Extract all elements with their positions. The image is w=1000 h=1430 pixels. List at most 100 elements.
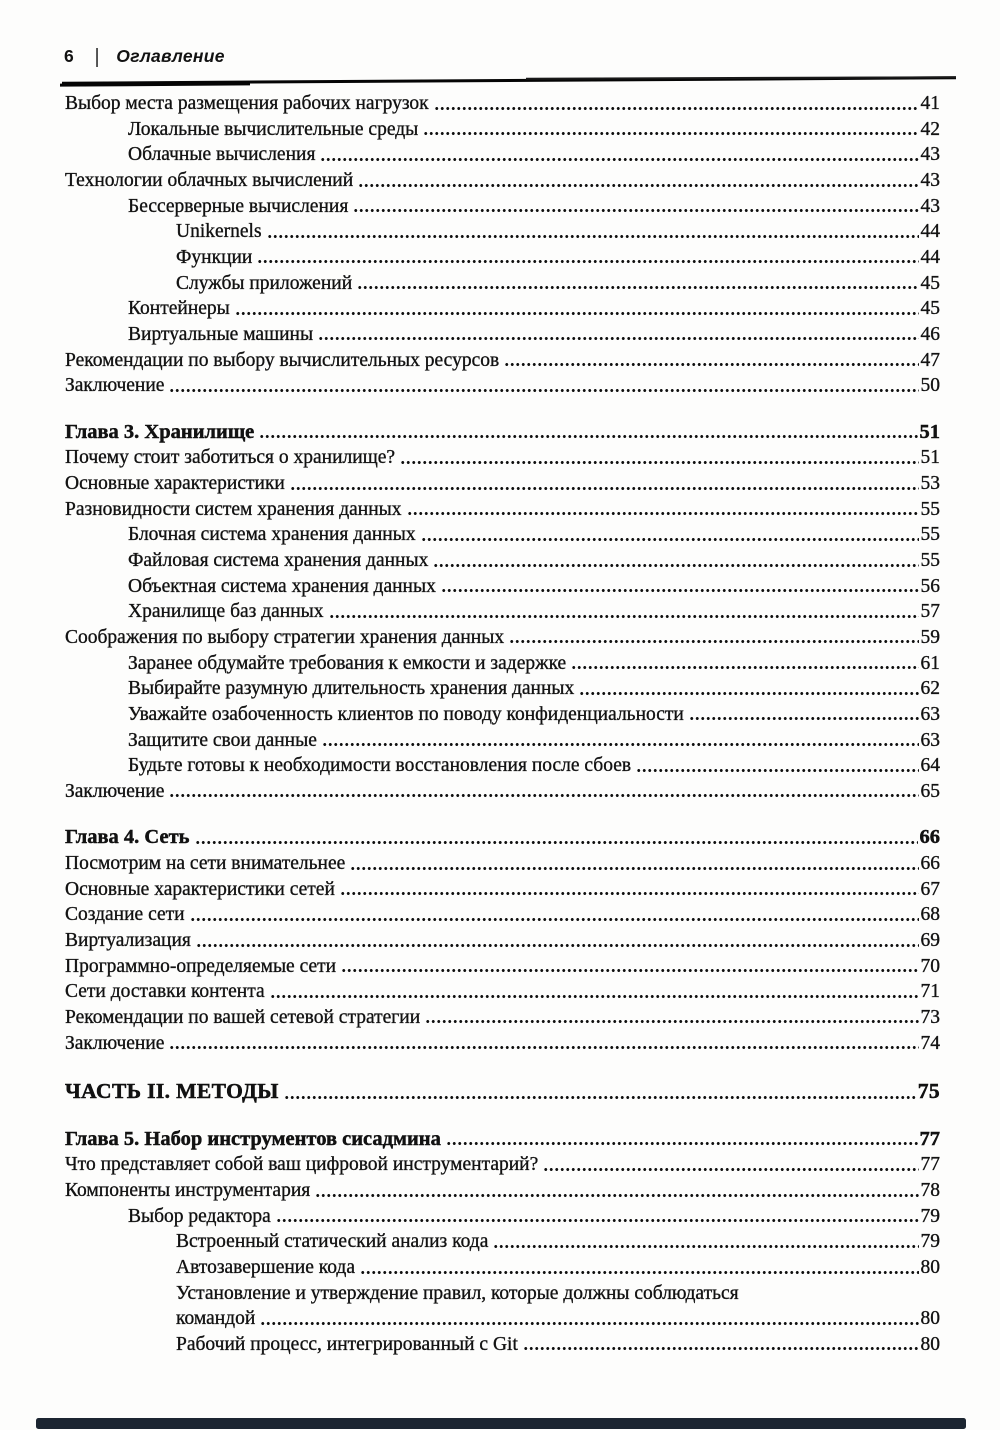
- toc-entry: командой 80: [65, 1306, 940, 1332]
- toc-entry-page: 42: [920, 118, 940, 140]
- dot-leader: [189, 916, 919, 922]
- dot-leader: [320, 156, 919, 162]
- dot-leader: [321, 742, 919, 748]
- header-title: Оглавление: [116, 46, 225, 66]
- toc-entry-page: 65: [920, 780, 940, 802]
- toc-entry: Основные характеристики сетей 67: [65, 877, 940, 903]
- toc-entry-page: 74: [920, 1032, 940, 1054]
- toc-entry-page: 44: [920, 246, 940, 268]
- toc-entry-title: Будьте готовы к необходимости восстановл…: [128, 755, 632, 777]
- toc-entry-page: 78: [920, 1180, 940, 1202]
- toc-entry-page: 69: [920, 930, 940, 951]
- toc-entry-page: 41: [920, 93, 940, 115]
- toc-entry: Сети доставки контента 71: [65, 979, 940, 1005]
- dot-leader: [504, 362, 919, 368]
- toc-entry-page: 50: [920, 375, 940, 397]
- toc-entry: Что представляет собой ваш цифровой инст…: [65, 1152, 940, 1178]
- toc-entry: Уважайте озабоченность клиентов по повод…: [65, 702, 940, 728]
- dot-leader: [522, 1346, 919, 1352]
- toc-entry: Файловая система хранения данных 55: [65, 548, 940, 574]
- dot-leader: [266, 233, 919, 239]
- toc-entry-page: 51: [920, 447, 940, 469]
- toc-part-heading: ЧАСТЬ II. МЕТОДЫ 75: [65, 1080, 940, 1106]
- dot-leader: [358, 182, 919, 188]
- toc-entry-title: Глава 3. Хранилище: [65, 420, 255, 443]
- toc-entry-page: 73: [920, 1006, 940, 1028]
- toc-entry: Выбирайте разумную длительность хранения…: [65, 676, 940, 702]
- toc-entry-title: Хранилище баз данных: [128, 601, 324, 623]
- toc-entry-title: ЧАСТЬ II. МЕТОДЫ: [65, 1079, 279, 1104]
- toc-entry-title: Сети доставки контента: [65, 981, 265, 1003]
- toc-entry: Объектная система хранения данных 56: [65, 574, 940, 600]
- dot-leader: [283, 1094, 916, 1100]
- toc-entry-title: Заключение: [65, 780, 165, 802]
- toc-entry: Заключение 50: [65, 373, 940, 399]
- toc-entry: Встроенный статический анализ кода 79: [65, 1229, 940, 1255]
- toc-entry-title: Виртуальные машины: [128, 323, 314, 345]
- toc-entry-title: Рекомендации по вашей сетевой стратегии: [65, 1006, 421, 1028]
- toc-entry-title: Объектная система хранения данных: [128, 575, 436, 597]
- toc-entry-title: Рекомендации по выбору вычислительных ре…: [65, 349, 500, 371]
- toc-entry: Соображения по выбору стратегии хранения…: [65, 625, 940, 651]
- toc-entry-page: 43: [920, 195, 940, 217]
- toc-entry-title: Блочная система хранения данных: [128, 524, 416, 546]
- toc-entry: Виртуализация 69: [65, 928, 940, 954]
- toc-entry-title: Файловая система хранения данных: [128, 550, 429, 572]
- toc-entry-page: 63: [920, 729, 940, 751]
- toc-entry: Защитите свои данные 63: [65, 727, 940, 753]
- toc-entry: Заранее обдумайте требования к емкости и…: [65, 650, 940, 676]
- dot-leader: [509, 639, 919, 645]
- dot-leader: [571, 665, 919, 671]
- toc-entry-title: Заключение: [65, 1032, 165, 1054]
- toc-entry-title: Встроенный статический анализ кода: [176, 1231, 489, 1253]
- toc-entry-title: Контейнеры: [128, 298, 230, 320]
- dot-leader: [289, 485, 919, 491]
- toc-entry: Рабочий процесс, интегрированный с Git 80: [65, 1332, 940, 1358]
- toc-entry-page: 61: [920, 652, 940, 674]
- toc-entry-title: Программно-определяемые сети: [65, 955, 337, 977]
- dot-leader: [169, 793, 919, 799]
- toc-entry-page: 57: [920, 601, 940, 623]
- dot-leader: [406, 511, 919, 517]
- toc-chapter-heading: Глава 4. Сеть 66: [65, 825, 940, 851]
- toc-entry-page: 51: [919, 420, 940, 443]
- dot-leader: [360, 1269, 919, 1275]
- toc-entry-page: 64: [920, 755, 940, 777]
- toc-entry: Компоненты инструментария 78: [65, 1178, 940, 1204]
- toc-entry-title: Технологии облачных вычислений: [65, 170, 354, 192]
- toc-entry-page: 63: [920, 703, 940, 725]
- toc-entry: Функции 44: [65, 245, 940, 271]
- dot-leader: [543, 1166, 919, 1172]
- dot-leader: [318, 336, 919, 342]
- dot-leader: [259, 434, 918, 440]
- toc-entry-title: Функции: [176, 246, 253, 268]
- toc-entry: Облачные вычисления 43: [65, 142, 940, 168]
- toc-entry-page: 66: [920, 853, 940, 875]
- dot-leader: [433, 562, 919, 568]
- toc-entry-title: Выбор места размещения рабочих нагрузок: [65, 93, 429, 115]
- dot-leader: [260, 1320, 919, 1326]
- toc-entry: Посмотрим на сети внимательнее 66: [65, 851, 940, 877]
- toc-entry-title: командой: [176, 1308, 256, 1330]
- dot-leader: [357, 285, 919, 291]
- toc-entry-title: Что представляет собой ваш цифровой инст…: [65, 1154, 539, 1176]
- toc-entry-title: Разновидности систем хранения данных: [65, 498, 402, 520]
- toc-entry-title: Бессерверные вычисления: [128, 195, 349, 217]
- toc-entry: Выбор места размещения рабочих нагрузок 4…: [65, 91, 940, 117]
- toc-entry-title: Установление и утверждение правил, котор…: [176, 1282, 739, 1304]
- toc-entry-page: 46: [920, 323, 940, 345]
- header-rule: [59, 74, 957, 87]
- dot-leader: [328, 613, 919, 619]
- dot-leader: [315, 1192, 919, 1198]
- toc-entry-title: Выбор редактора: [128, 1205, 271, 1227]
- toc-entry-page: 80: [920, 1257, 940, 1279]
- toc-entry-page: 55: [920, 498, 940, 520]
- dot-leader: [269, 993, 919, 999]
- dot-leader: [425, 1019, 919, 1025]
- dot-leader: [350, 865, 919, 871]
- toc-entry: Технологии облачных вычислений 43: [65, 168, 940, 194]
- dot-leader: [423, 131, 919, 137]
- toc-entry-page: 77: [919, 1127, 940, 1150]
- toc-entry-title: Облачные вычисления: [128, 144, 316, 166]
- page-header: 6 | Оглавление: [64, 44, 940, 67]
